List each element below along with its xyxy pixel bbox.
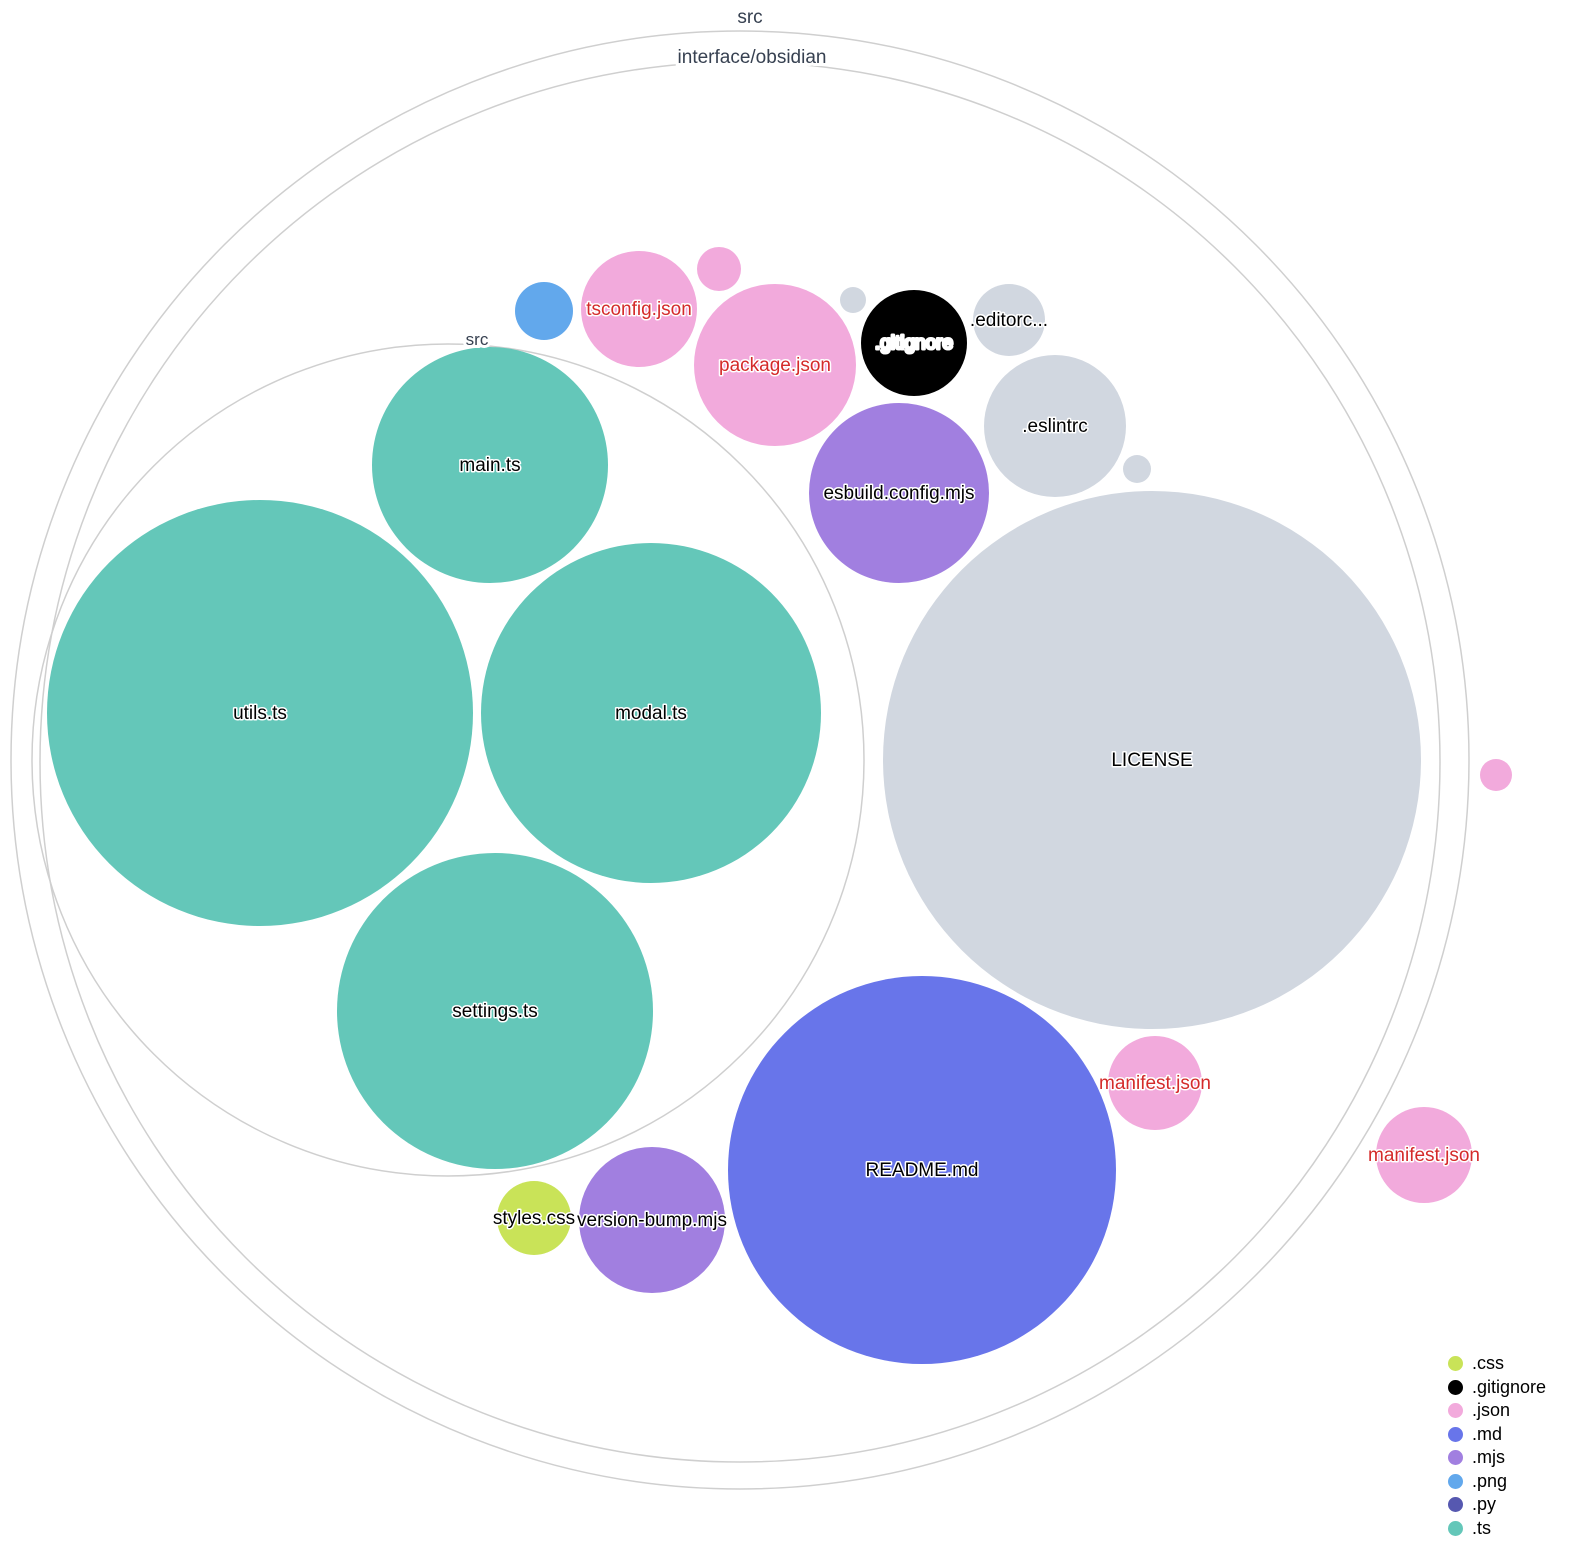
legend-swatch-icon: [1448, 1403, 1463, 1419]
file-label: version-bump.mjs: [577, 1210, 727, 1231]
legend-swatch-icon: [1448, 1497, 1463, 1513]
legend-swatch-icon: [1448, 1356, 1463, 1372]
file-label: README.md: [866, 1160, 979, 1181]
file-label: .gitignore: [875, 333, 953, 354]
file-label: package.json: [719, 355, 831, 376]
file-bubble[interactable]: [883, 491, 1421, 1029]
file-label: modal.ts: [615, 703, 687, 724]
file-bubble[interactable]: [809, 403, 989, 583]
file-bubble[interactable]: [372, 347, 608, 583]
file-bubble[interactable]: [579, 1147, 725, 1293]
file-bubble[interactable]: [694, 284, 856, 446]
file-label: manifest.json: [1368, 1145, 1480, 1166]
folder-label: src: [466, 330, 489, 349]
file-bubble[interactable]: [697, 247, 741, 291]
folder-ring[interactable]: [31, 343, 865, 1177]
file-label: .eslintrc: [1022, 416, 1087, 437]
file-bubble[interactable]: [337, 853, 653, 1169]
legend: .css .gitignore .json .md .mjs .png .py .ts: [1448, 1352, 1546, 1540]
legend-swatch-icon: [1448, 1426, 1463, 1442]
legend-label: .json: [1472, 1400, 1511, 1421]
legend-swatch-icon: [1448, 1520, 1463, 1536]
file-bubble[interactable]: [973, 284, 1045, 356]
folder-ring[interactable]: [10, 30, 1470, 1490]
file-label: LICENSE: [1111, 750, 1192, 771]
file-bubble[interactable]: [1108, 1036, 1202, 1130]
file-bubble[interactable]: [515, 282, 573, 340]
legend-item: .ts: [1448, 1517, 1546, 1541]
folder-label: interface/obsidian: [678, 47, 827, 68]
legend-swatch-icon: [1448, 1473, 1463, 1489]
file-label: styles.css: [493, 1208, 575, 1229]
file-bubble[interactable]: [1376, 1107, 1472, 1203]
legend-label: .md: [1472, 1423, 1503, 1444]
file-label: manifest.json: [1099, 1073, 1211, 1094]
legend-label: .css: [1472, 1353, 1505, 1374]
legend-label: .py: [1472, 1494, 1497, 1515]
legend-label: .ts: [1472, 1517, 1492, 1538]
file-bubble[interactable]: [581, 251, 697, 367]
legend-swatch-icon: [1448, 1450, 1463, 1466]
file-bubble[interactable]: [47, 500, 473, 926]
folder-ring[interactable]: [39, 61, 1441, 1463]
file-bubble[interactable]: [840, 287, 866, 313]
file-bubble[interactable]: [497, 1181, 571, 1255]
legend-item: .gitignore: [1448, 1376, 1546, 1400]
file-label: esbuild.config.mjs: [823, 483, 974, 504]
legend-item: .mjs: [1448, 1446, 1546, 1470]
file-label: settings.ts: [452, 1001, 538, 1022]
file-bubble[interactable]: [1480, 759, 1512, 791]
file-bubble[interactable]: [1123, 455, 1151, 483]
legend-label: .gitignore: [1472, 1376, 1547, 1397]
file-bubble[interactable]: [481, 543, 821, 883]
file-bubble[interactable]: [861, 290, 967, 396]
file-bubble[interactable]: [984, 355, 1126, 497]
legend-item: .css: [1448, 1352, 1546, 1376]
file-label: tsconfig.json: [586, 299, 692, 320]
file-label: utils.ts: [233, 703, 287, 724]
legend-label: .mjs: [1472, 1447, 1505, 1468]
file-label: .editorc...: [970, 310, 1048, 331]
legend-item: .md: [1448, 1423, 1546, 1447]
folder-label: src: [737, 7, 762, 28]
legend-item: .py: [1448, 1493, 1546, 1517]
legend-item: .json: [1448, 1399, 1546, 1423]
file-bubble[interactable]: [728, 976, 1116, 1364]
file-label: main.ts: [459, 455, 520, 476]
legend-item: .png: [1448, 1470, 1546, 1494]
legend-swatch-icon: [1448, 1379, 1463, 1395]
legend-label: .png: [1472, 1470, 1508, 1491]
